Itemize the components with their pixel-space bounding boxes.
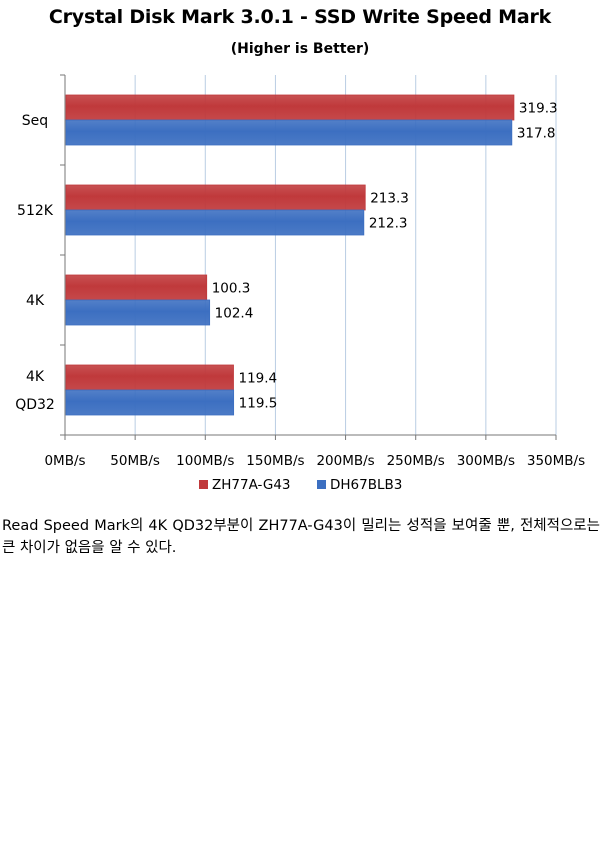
y-tick-label: Seq	[22, 113, 48, 129]
bar	[65, 184, 366, 211]
y-tick-label: 4K	[26, 293, 45, 309]
x-tick-label: 200MB/s	[316, 453, 374, 469]
bar-chart: 0MB/s 50MB/s 100MB/s 150MB/s 200MB/s 250MB/s 3…	[15, 74, 585, 493]
legend-swatch	[199, 480, 208, 489]
x-tick-label: 0MB/s	[44, 453, 85, 469]
data-label: 212.3	[369, 216, 408, 232]
y-tick-label: 512K	[17, 203, 54, 219]
data-label: 100.3	[212, 281, 251, 297]
chart-subtitle: (Higher is Better)	[230, 41, 370, 57]
data-label: 102.4	[215, 306, 254, 322]
legend-label: DH67BLB3	[330, 477, 402, 493]
bar	[65, 299, 211, 326]
data-label: 213.3	[370, 191, 409, 207]
chart-title: Crystal Disk Mark 3.0.1 - SSD Write Spee…	[48, 6, 552, 28]
bar	[65, 274, 208, 301]
x-tick-label: 50MB/s	[110, 453, 160, 469]
bar	[65, 94, 515, 121]
data-label: 319.3	[519, 101, 558, 117]
x-tick-label: 150MB/s	[246, 453, 304, 469]
bar	[65, 389, 235, 416]
legend-label: ZH77A-G43	[212, 477, 291, 493]
caption-text: Read Speed Mark의 4K QD32부분이 ZH77A-G43이 밀…	[2, 518, 600, 556]
bar	[65, 364, 234, 391]
data-label: 317.8	[517, 126, 556, 142]
bar	[65, 119, 513, 146]
y-tick-label: 4K	[26, 369, 45, 385]
x-tick-label: 300MB/s	[457, 453, 515, 469]
y-tick-label: QD32	[15, 397, 55, 413]
x-tick-label: 250MB/s	[387, 453, 445, 469]
data-label: 119.5	[239, 396, 278, 412]
data-label: 119.4	[239, 371, 278, 387]
bar	[65, 209, 365, 236]
legend-swatch	[317, 480, 326, 489]
x-tick-label: 100MB/s	[176, 453, 234, 469]
x-tick-label: 350MB/s	[527, 453, 585, 469]
